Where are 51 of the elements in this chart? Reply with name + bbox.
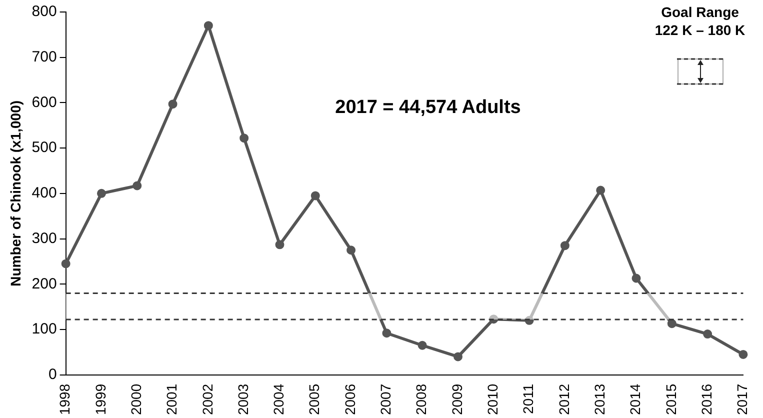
- annotation: Goal Range: [661, 4, 740, 20]
- point: [132, 181, 142, 190]
- x-tick-label: 2001: [164, 384, 180, 416]
- x-tick-label: 2003: [234, 384, 251, 416]
- x-tick-label: 2000: [128, 384, 144, 416]
- y-tick-label: 100: [32, 320, 57, 338]
- y-tick-label: 0: [48, 366, 57, 383]
- y-tick-label: 300: [32, 230, 57, 247]
- point: [346, 246, 356, 255]
- y-tick-label: 200: [32, 275, 57, 292]
- x-tick-label: 2015: [662, 384, 679, 416]
- point: [204, 21, 213, 30]
- point: [560, 241, 570, 250]
- point: [61, 259, 70, 268]
- x-tick-label: 2007: [378, 384, 394, 416]
- point: [418, 340, 427, 350]
- point: [453, 352, 462, 362]
- point: [310, 191, 320, 200]
- point: [703, 330, 712, 339]
- point: [632, 274, 641, 283]
- y-tick-label: 800: [32, 3, 57, 20]
- point: [667, 319, 676, 328]
- x-tick-label: 2009: [448, 384, 465, 416]
- annotation: 2017 = 44,574 Adults: [335, 97, 521, 118]
- x-tick-label: 2002: [199, 384, 216, 416]
- x-tick-label: 2011: [520, 384, 536, 414]
- point: [738, 350, 748, 359]
- x-tick-label: 2014: [627, 384, 644, 416]
- x-tick-label: 2010: [484, 384, 500, 416]
- x-tick-label: 2008: [413, 384, 430, 416]
- point: [382, 328, 392, 338]
- x-tick-label: 2004: [270, 384, 287, 416]
- x-tick-label: 2016: [698, 384, 714, 416]
- point: [168, 100, 178, 109]
- y-tick-label: 500: [32, 139, 57, 156]
- y-tick-label: 700: [32, 48, 57, 66]
- x-tick-label: 1998: [56, 384, 73, 416]
- point: [596, 186, 606, 195]
- x-tick-label: 2012: [556, 384, 572, 416]
- y-tick-label: 600: [32, 94, 57, 111]
- y-axis-title: Number of Chinook (x1,000): [7, 100, 24, 286]
- x-tick-label: 2006: [342, 384, 358, 416]
- annotation: 122 K – 180 K: [654, 22, 746, 38]
- x-tick-label: 2005: [306, 384, 322, 416]
- point: [275, 240, 284, 250]
- x-tick-label: 2017: [734, 384, 750, 416]
- point: [96, 188, 106, 198]
- x-tick-label: 2013: [591, 384, 608, 416]
- point: [240, 134, 249, 143]
- x-tick-label: 1999: [92, 384, 108, 416]
- y-tick-label: 400: [32, 184, 57, 202]
